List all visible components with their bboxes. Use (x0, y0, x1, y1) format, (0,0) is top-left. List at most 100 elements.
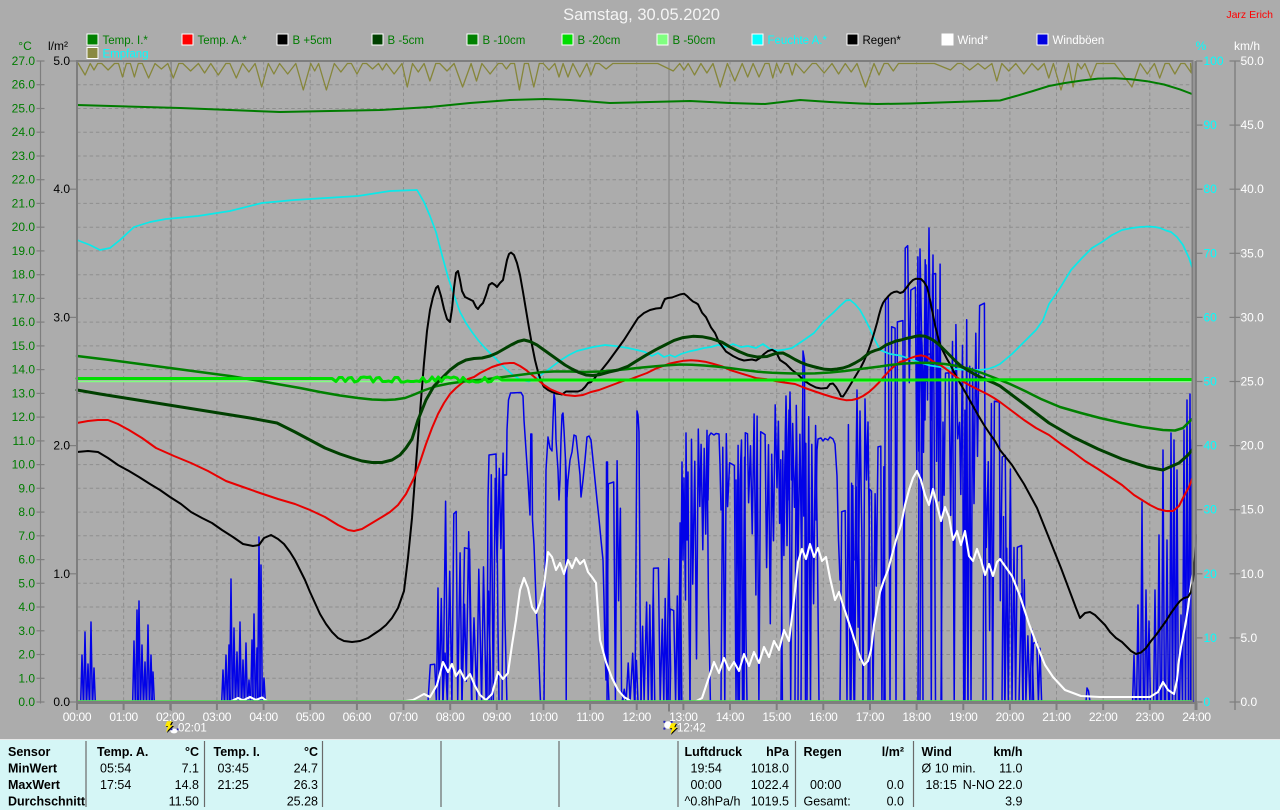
svg-text:02:00: 02:00 (156, 710, 185, 724)
svg-text:25.0: 25.0 (1241, 375, 1265, 389)
svg-text:17.0: 17.0 (12, 291, 36, 305)
svg-text:13:00: 13:00 (669, 710, 698, 724)
svg-text:11.0: 11.0 (999, 762, 1022, 776)
svg-text:1018.0: 1018.0 (751, 762, 789, 776)
svg-text:60: 60 (1204, 310, 1218, 324)
svg-text:40: 40 (1204, 439, 1218, 453)
svg-text:50: 50 (1204, 375, 1218, 389)
svg-text:05:54: 05:54 (100, 762, 131, 776)
svg-text:18:00: 18:00 (902, 710, 931, 724)
svg-text:03:00: 03:00 (203, 710, 232, 724)
svg-text:12.0: 12.0 (12, 410, 36, 424)
svg-text:08:00: 08:00 (436, 710, 465, 724)
svg-text:Wind*: Wind* (958, 35, 989, 47)
svg-text:B -50cm: B -50cm (673, 35, 716, 47)
svg-text:Durchschnitt: Durchschnitt (8, 795, 86, 809)
svg-text:4.0: 4.0 (53, 182, 70, 196)
svg-text:5.0: 5.0 (18, 576, 35, 590)
svg-text:10.0: 10.0 (1241, 567, 1265, 581)
svg-text:B -10cm: B -10cm (483, 35, 526, 47)
svg-text:35.0: 35.0 (1241, 246, 1265, 260)
svg-text:Jarz Erich: Jarz Erich (1226, 9, 1273, 21)
svg-text:B -5cm: B -5cm (388, 35, 424, 47)
svg-text:03:45: 03:45 (218, 762, 249, 776)
svg-text:MaxWert: MaxWert (8, 778, 61, 792)
svg-text:3.0: 3.0 (53, 310, 70, 324)
svg-text:23:00: 23:00 (1136, 710, 1165, 724)
svg-text:0.0: 0.0 (53, 695, 70, 709)
svg-text:Regen: Regen (804, 745, 842, 759)
svg-text:20:00: 20:00 (996, 710, 1025, 724)
svg-text:7.1: 7.1 (182, 762, 199, 776)
svg-text:5.0: 5.0 (1241, 631, 1258, 645)
svg-text:1.0: 1.0 (18, 671, 35, 685)
svg-text:°C: °C (185, 745, 199, 759)
svg-text:00:00: 00:00 (691, 778, 722, 792)
svg-text:Temp. I.: Temp. I. (214, 745, 260, 759)
svg-text:19:00: 19:00 (949, 710, 978, 724)
svg-text:l/m²: l/m² (48, 39, 68, 53)
svg-text:B +5cm: B +5cm (293, 35, 332, 47)
svg-text:16.0: 16.0 (12, 315, 36, 329)
svg-text:6.0: 6.0 (18, 553, 35, 567)
svg-text:l/m²: l/m² (882, 745, 904, 759)
svg-text:12:00: 12:00 (622, 710, 651, 724)
svg-text:90: 90 (1204, 118, 1218, 132)
svg-text:12:42: 12:42 (677, 723, 706, 735)
svg-text:0.0: 0.0 (887, 795, 904, 809)
svg-text:0: 0 (1204, 695, 1211, 709)
svg-text:5.0: 5.0 (53, 54, 70, 68)
svg-text:80: 80 (1204, 182, 1218, 196)
svg-text:hPa: hPa (766, 745, 790, 759)
svg-text:45.0: 45.0 (1241, 118, 1265, 132)
svg-text:15.0: 15.0 (12, 339, 36, 353)
svg-text:3.0: 3.0 (18, 624, 35, 638)
svg-text:19:54: 19:54 (691, 762, 722, 776)
svg-text:°C: °C (304, 745, 318, 759)
svg-text:14.0: 14.0 (12, 363, 36, 377)
svg-text:Wind: Wind (922, 745, 952, 759)
svg-text:09:00: 09:00 (483, 710, 512, 724)
svg-text:Luftdruck: Luftdruck (685, 745, 743, 759)
svg-text:17:00: 17:00 (856, 710, 885, 724)
svg-text:70: 70 (1204, 246, 1218, 260)
svg-text:%: % (1196, 39, 1207, 53)
svg-text:Empfang: Empfang (103, 49, 149, 61)
svg-text:11.50: 11.50 (169, 795, 199, 809)
svg-text:10: 10 (1204, 631, 1218, 645)
svg-text:25.0: 25.0 (12, 102, 36, 116)
svg-text:17:54: 17:54 (100, 778, 131, 792)
svg-text:100: 100 (1204, 54, 1224, 68)
svg-text:km/h: km/h (993, 745, 1022, 759)
svg-text:°C: °C (18, 39, 32, 53)
svg-text:20.0: 20.0 (1241, 439, 1265, 453)
svg-text:20: 20 (1204, 567, 1218, 581)
svg-text:2.0: 2.0 (18, 648, 35, 662)
svg-text:40.0: 40.0 (1241, 182, 1265, 196)
svg-text:Temp. A.: Temp. A. (97, 745, 148, 759)
svg-text:11.0: 11.0 (13, 434, 36, 448)
svg-text:Windböen: Windböen (1053, 35, 1105, 47)
svg-text:26.0: 26.0 (12, 78, 36, 92)
svg-text:05:00: 05:00 (296, 710, 325, 724)
svg-text:2.0: 2.0 (53, 439, 70, 453)
svg-text:Sensor: Sensor (8, 745, 51, 759)
svg-text:20.0: 20.0 (12, 220, 36, 234)
svg-text:Gesamt:: Gesamt: (804, 795, 851, 809)
svg-text:18.0: 18.0 (12, 268, 36, 282)
svg-text:21:25: 21:25 (218, 778, 249, 792)
svg-text:23.0: 23.0 (12, 149, 36, 163)
svg-text:14.8: 14.8 (175, 778, 199, 792)
svg-text:22:00: 22:00 (1089, 710, 1118, 724)
svg-text:10.0: 10.0 (12, 458, 36, 472)
svg-text:1022.4: 1022.4 (751, 778, 789, 792)
svg-text:3.9: 3.9 (1005, 795, 1022, 809)
svg-text:22.0: 22.0 (12, 173, 36, 187)
svg-text:11:00: 11:00 (576, 710, 604, 724)
svg-text:1019.5: 1019.5 (751, 795, 789, 809)
svg-text:15:00: 15:00 (762, 710, 791, 724)
svg-text:04:00: 04:00 (249, 710, 278, 724)
svg-text:07:00: 07:00 (389, 710, 418, 724)
svg-text:Temp. A.*: Temp. A.* (198, 35, 248, 47)
svg-text:24.0: 24.0 (12, 125, 36, 139)
